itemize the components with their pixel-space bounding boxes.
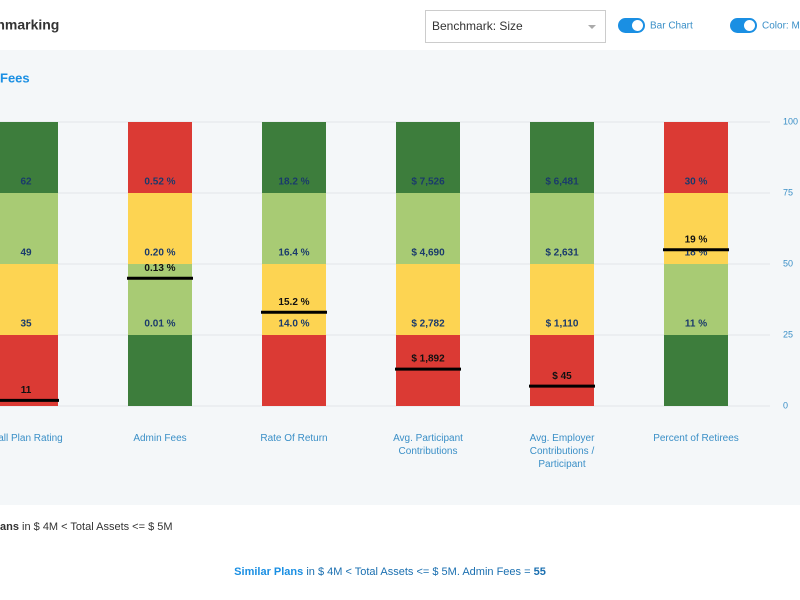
bar-segment <box>530 193 594 264</box>
boundary-label: 18.2 % <box>278 177 309 188</box>
summary: ans in $ 4M < Total Assets <= $ 5M <box>0 521 173 533</box>
bar-segment <box>396 193 460 264</box>
boundary-label: 35 <box>20 319 32 330</box>
footer-text: in $ 4M < Total Assets <= $ 5M. Admin Fe… <box>303 566 533 578</box>
bar-segment <box>396 264 460 335</box>
bar-segment <box>128 122 192 193</box>
page-title: nchmarking <box>0 17 59 33</box>
toggle-knob <box>632 20 643 31</box>
benchmark-select[interactable] <box>425 10 606 43</box>
bar-segment <box>0 335 58 406</box>
x-tick-label: erall Plan Rating <box>0 433 63 444</box>
y-tick-label: 0 <box>783 400 788 410</box>
footer-value: 55 <box>534 566 546 578</box>
y-tick-label: 100 <box>783 116 798 126</box>
x-tick-label: Admin Fees <box>133 433 187 444</box>
marker-label: 11 <box>21 385 32 396</box>
boundary-label: 0.01 % <box>144 319 175 330</box>
bar-segment <box>128 264 192 335</box>
boundary-label: 0.52 % <box>144 177 175 188</box>
x-tick-label: Percent of Retirees <box>653 433 739 444</box>
y-tick-label: 25 <box>783 329 793 339</box>
marker-label: $ 1,892 <box>411 354 445 365</box>
chart-title: Fees <box>0 70 30 85</box>
bar-segment <box>664 264 728 335</box>
bar-segment <box>530 335 594 406</box>
bar-segment <box>664 335 728 406</box>
summary-bold: ans <box>0 521 19 533</box>
bar-segment <box>262 122 326 193</box>
boundary-label: $ 6,481 <box>545 177 579 188</box>
bar-segment <box>530 122 594 193</box>
boundary-label: $ 7,526 <box>411 177 445 188</box>
bar-segment <box>128 335 192 406</box>
boundary-label: 62 <box>20 177 32 188</box>
boundary-label: 30 % <box>685 177 708 188</box>
bar-segment <box>262 193 326 264</box>
select-value[interactable]: Benchmark: Size <box>432 19 523 33</box>
boundary-label: 11 % <box>685 319 707 330</box>
x-tick-label: Avg. Employer Contributions / Participan… <box>529 433 595 470</box>
marker-label: 15.2 % <box>278 297 309 308</box>
select-caret <box>588 25 596 29</box>
toggle-label[interactable]: Color: M <box>762 21 800 32</box>
toggle-knob <box>744 20 755 31</box>
bar-segment <box>0 122 58 193</box>
boundary-label: $ 1,110 <box>546 319 579 330</box>
boundary-label: $ 2,782 <box>411 319 445 330</box>
bar-segment <box>530 264 594 335</box>
marker-label: 0.13 % <box>144 263 175 274</box>
boundary-label: $ 4,690 <box>411 248 445 259</box>
bar-segment <box>0 193 58 264</box>
boundary-label: 18 % <box>685 248 708 259</box>
toggle-label[interactable]: Bar Chart <box>650 21 693 32</box>
footer-link[interactable]: Similar Plans <box>234 566 303 578</box>
boundary-label: $ 2,631 <box>545 248 579 259</box>
boundary-label: 16.4 % <box>278 248 309 259</box>
marker-label: 19 % <box>685 234 708 245</box>
footer: Similar Plans in $ 4M < Total Assets <= … <box>234 566 546 578</box>
boundary-label: 49 <box>20 248 32 259</box>
bar-segment <box>262 264 326 335</box>
boundary-label: 0.20 % <box>144 248 175 259</box>
x-tick-label: Avg. Participant Contributions <box>393 433 463 457</box>
bar-segment <box>0 264 58 335</box>
boundary-label: 14.0 % <box>278 319 309 330</box>
bar-segment <box>128 193 192 264</box>
y-tick-label: 75 <box>783 187 793 197</box>
x-tick-label: Rate Of Return <box>260 433 328 444</box>
summary-text: in $ 4M < Total Assets <= $ 5M <box>19 521 173 533</box>
marker-label: $ 45 <box>552 371 572 382</box>
bar-segment <box>664 122 728 193</box>
bar-segment <box>262 335 326 406</box>
y-tick-label: 50 <box>783 258 793 268</box>
bar-segment <box>664 193 728 264</box>
bar-segment <box>396 122 460 193</box>
